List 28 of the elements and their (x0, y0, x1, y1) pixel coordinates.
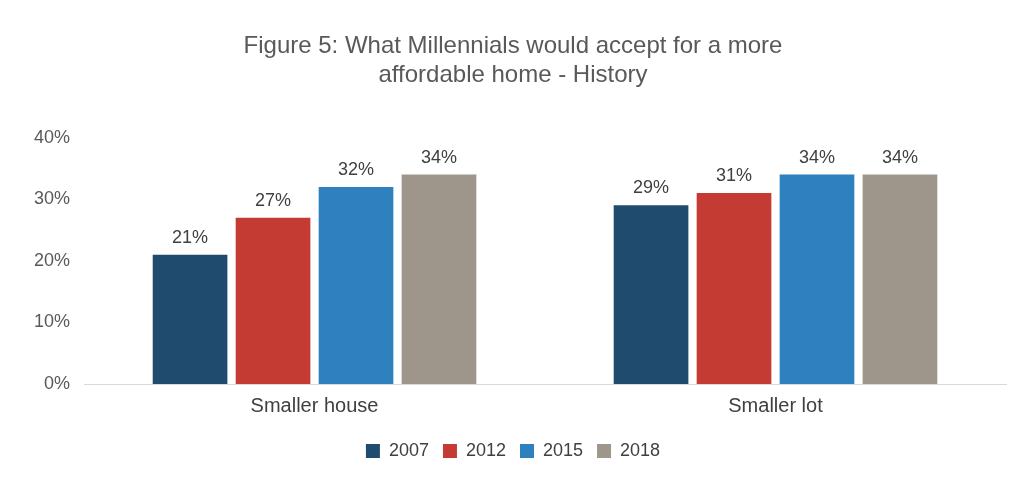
bar (235, 217, 311, 384)
bar (779, 174, 855, 384)
data-label: 27% (255, 189, 292, 210)
data-label: 34% (420, 146, 457, 167)
y-tick-label: 40% (34, 126, 71, 147)
bar (152, 254, 228, 384)
bar (613, 205, 689, 384)
bar (401, 174, 477, 384)
data-label: 29% (633, 177, 670, 198)
y-tick-label: 30% (34, 188, 71, 209)
legend-label: 2015 (543, 439, 584, 460)
legend-label: 2018 (620, 439, 661, 460)
legend-label: 2012 (465, 439, 506, 460)
y-tick-label: 10% (34, 311, 71, 332)
x-tick-label: Smaller house (250, 393, 379, 416)
bar (318, 186, 394, 384)
chart-title: Figure 5: What Millennials would accept for a more affordable home - History (243, 31, 783, 87)
y-tick-label: 0% (44, 372, 71, 393)
data-label: 21% (172, 226, 209, 247)
bar (862, 174, 938, 384)
x-tick-label: Smaller lot (728, 393, 824, 416)
y-tick-label: 20% (34, 249, 71, 270)
bar (696, 193, 772, 384)
data-label: 31% (716, 165, 753, 186)
data-label: 32% (337, 158, 375, 179)
data-label: 34% (881, 146, 918, 167)
data-label: 34% (798, 146, 836, 167)
legend-label: 2007 (388, 439, 429, 460)
